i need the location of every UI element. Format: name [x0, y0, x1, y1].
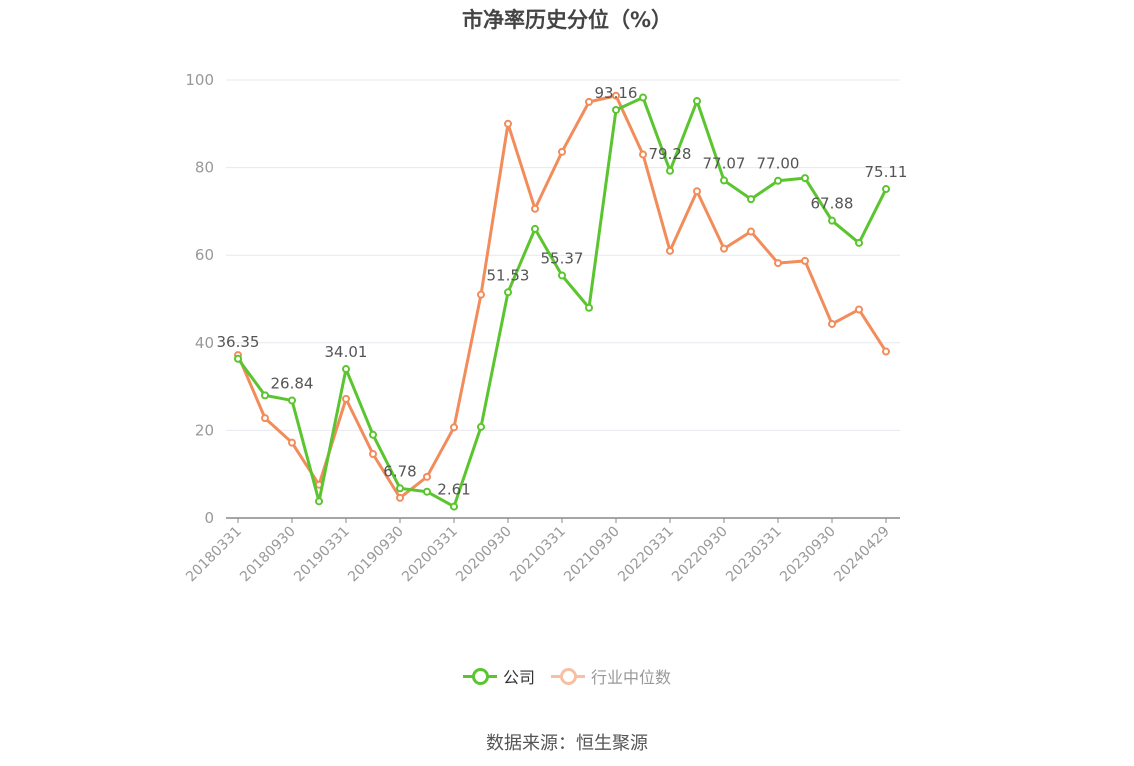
data-point-industry-median	[666, 246, 674, 255]
data-point-industry-median	[747, 227, 755, 236]
data-point-industry-median	[531, 204, 539, 213]
data-label: 75.11	[865, 163, 908, 181]
data-point-company	[477, 422, 485, 431]
series-lines	[234, 91, 890, 511]
data-point-company	[801, 174, 809, 183]
data-point-industry-median	[855, 305, 863, 314]
data-point-company	[450, 502, 458, 511]
x-tick-label: 20180331	[183, 524, 245, 586]
data-label: 6.78	[383, 462, 416, 480]
data-labels: 36.35 26.84 34.01 6.78 2.61 51.53 55.37 93.16 79…	[217, 84, 908, 499]
data-point-company	[261, 391, 269, 400]
data-point-industry-median	[774, 259, 782, 268]
data-point-company	[369, 430, 377, 439]
data-label: 51.53	[487, 266, 530, 284]
data-point-company	[504, 288, 512, 297]
data-point-company	[585, 303, 593, 312]
data-point-company	[828, 216, 836, 225]
chart-title: 市净率历史分位（%）	[461, 8, 673, 32]
data-point-industry-median	[288, 438, 296, 447]
data-label: 77.00	[757, 155, 800, 173]
data-point-company	[882, 185, 890, 194]
line-chart: 0 20 40 60 80 100 2018033120180930201903312019…	[183, 71, 908, 585]
y-tick-label: 80	[195, 159, 214, 177]
legend-swatch-company	[462, 668, 497, 685]
data-point-company	[666, 166, 674, 175]
data-source: 数据来源：恒生聚源	[486, 733, 648, 754]
data-point-industry-median	[801, 256, 809, 265]
data-point-industry-median	[612, 91, 620, 100]
data-label: 36.35	[217, 333, 260, 351]
data-point-company	[693, 97, 701, 106]
x-tick-label: 20190930	[345, 524, 407, 586]
data-point-company	[315, 497, 323, 506]
data-label: 34.01	[325, 343, 368, 361]
data-point-company	[720, 176, 728, 185]
legend-item-company[interactable]: 公司	[462, 664, 535, 688]
y-tick-label: 100	[185, 71, 214, 89]
x-tick-label: 20200930	[453, 524, 515, 586]
data-point-industry-median	[450, 423, 458, 432]
data-point-company	[747, 195, 755, 204]
data-label: 93.16	[595, 84, 638, 102]
x-tick-label: 20210331	[507, 524, 569, 586]
x-tick-label: 20220930	[669, 524, 731, 586]
data-point-company	[639, 93, 647, 102]
data-point-industry-median	[342, 394, 350, 403]
data-point-industry-median	[585, 97, 593, 106]
x-tick-label: 20230331	[723, 524, 785, 586]
x-tick-label: 20230930	[777, 524, 839, 586]
data-point-industry-median	[558, 147, 566, 156]
x-tick-label: 20240429	[831, 524, 893, 586]
data-label: 77.07	[703, 154, 746, 172]
data-point-company	[774, 176, 782, 185]
legend: 公司 行业中位数	[0, 664, 1134, 688]
legend-label-industry-median: 行业中位数	[591, 668, 672, 687]
data-point-company	[558, 271, 566, 280]
x-tick-label: 20220331	[615, 524, 677, 586]
data-label: 55.37	[541, 249, 584, 267]
data-point-industry-median	[477, 290, 485, 299]
y-tick-label: 20	[195, 421, 214, 439]
x-tick-label: 20180930	[237, 524, 299, 586]
data-point-industry-median	[423, 472, 431, 481]
data-point-industry-median	[504, 119, 512, 128]
y-tick-label: 60	[195, 246, 214, 264]
x-tick-label: 20210930	[561, 524, 623, 586]
data-point-company	[612, 105, 620, 114]
data-point-company	[396, 484, 404, 493]
x-tick-label: 20190331	[291, 524, 353, 586]
data-point-industry-median	[639, 150, 647, 159]
data-label: 2.61	[437, 481, 470, 499]
grid-lines	[226, 79, 900, 431]
data-point-industry-median	[261, 414, 269, 423]
data-label: 26.84	[271, 374, 314, 392]
x-tick-label: 20200331	[399, 524, 461, 586]
axes: 0 20 40 60 80 100 2018033120180930201903312019…	[183, 71, 900, 585]
legend-label-company: 公司	[502, 668, 535, 687]
legend-item-industry-median[interactable]: 行业中位数	[551, 664, 671, 688]
data-point-industry-median	[369, 450, 377, 459]
data-point-industry-median	[396, 493, 404, 502]
data-point-company	[234, 354, 242, 363]
data-point-industry-median	[828, 319, 836, 328]
data-point-company	[342, 365, 350, 374]
legend-swatch-industry-median	[551, 668, 585, 685]
data-point-company	[423, 487, 431, 496]
y-tick-label: 0	[204, 509, 214, 527]
data-point-company	[288, 396, 296, 405]
y-tick-label: 40	[195, 334, 214, 352]
data-point-industry-median	[882, 347, 890, 356]
data-label: 67.88	[811, 195, 854, 213]
data-point-company	[531, 224, 539, 233]
data-point-industry-median	[693, 187, 701, 196]
data-label: 79.28	[649, 145, 692, 163]
data-point-company	[855, 238, 863, 247]
data-point-industry-median	[720, 244, 728, 253]
